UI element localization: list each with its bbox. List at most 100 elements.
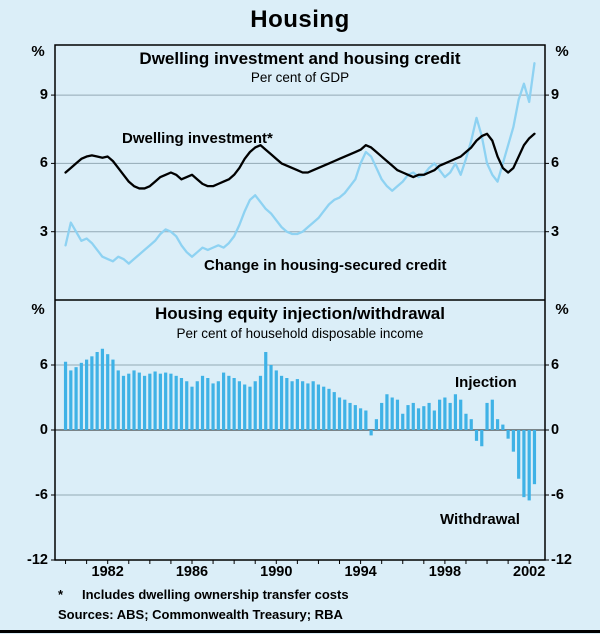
y-tick-label-right: 0 bbox=[551, 422, 560, 438]
chart-title: Housing bbox=[250, 6, 350, 33]
equity-bar bbox=[232, 378, 236, 430]
y-tick-label-left: 6 bbox=[39, 357, 48, 373]
equity-bar bbox=[95, 352, 99, 430]
y-tick-label-left: -12 bbox=[27, 552, 48, 568]
equity-bar bbox=[353, 405, 357, 430]
equity-bar bbox=[137, 372, 141, 430]
equity-bar bbox=[79, 362, 83, 430]
annotation-injection: Injection bbox=[455, 374, 517, 391]
equity-bar bbox=[116, 370, 120, 430]
equity-bar bbox=[358, 408, 363, 430]
equity-bar bbox=[527, 430, 531, 501]
equity-bar bbox=[227, 375, 231, 430]
equity-bar bbox=[448, 402, 452, 430]
equity-bar bbox=[369, 430, 373, 436]
equity-bar bbox=[69, 370, 73, 430]
equity-bar bbox=[274, 370, 278, 430]
equity-bar bbox=[290, 381, 294, 430]
equity-bar bbox=[237, 381, 242, 430]
equity-bar bbox=[443, 397, 447, 430]
equity-bar bbox=[179, 378, 184, 430]
x-tick-label: 1990 bbox=[260, 564, 293, 580]
equity-bar bbox=[432, 410, 436, 430]
equity-bar bbox=[100, 348, 105, 430]
equity-bar bbox=[106, 354, 110, 430]
equity-bar bbox=[142, 375, 147, 430]
equity-bar bbox=[469, 419, 473, 430]
y-tick-label-right: -12 bbox=[551, 552, 572, 568]
equity-bar bbox=[532, 430, 537, 485]
equity-bar bbox=[222, 372, 226, 430]
equity-bar bbox=[301, 381, 305, 430]
equity-bar bbox=[416, 408, 421, 430]
equity-bar bbox=[511, 430, 515, 452]
equity-bar bbox=[506, 430, 510, 439]
y-tick-label-left: 0 bbox=[39, 422, 48, 438]
figure-bottom-rule bbox=[0, 630, 600, 633]
equity-bar bbox=[211, 383, 215, 430]
footnote-marker: * bbox=[58, 587, 64, 602]
equity-bar bbox=[63, 361, 68, 430]
equity-bar bbox=[490, 399, 494, 430]
equity-bar bbox=[348, 402, 352, 430]
equity-bar bbox=[474, 430, 479, 441]
equity-bar bbox=[153, 371, 157, 430]
equity-bar bbox=[364, 410, 368, 430]
panel2-unit-left: % bbox=[31, 301, 45, 318]
credit-line bbox=[64, 62, 536, 265]
x-tick-label: 2002 bbox=[513, 564, 546, 580]
equity-bar bbox=[164, 372, 168, 430]
y-tick-label-right: 3 bbox=[551, 223, 560, 240]
footnote: * Includes dwelling ownership transfer co… bbox=[58, 587, 349, 602]
equity-bar bbox=[185, 381, 189, 430]
equity-bar bbox=[322, 386, 326, 430]
equity-bar bbox=[327, 388, 331, 430]
x-tick-label: 1986 bbox=[175, 564, 209, 580]
equity-bar bbox=[253, 381, 257, 430]
equity-bar bbox=[258, 375, 263, 430]
investment-line bbox=[64, 132, 536, 190]
x-tick-label: 1994 bbox=[344, 564, 377, 580]
equity-bar bbox=[121, 375, 126, 430]
equity-bar bbox=[485, 402, 489, 430]
equity-bar bbox=[174, 375, 178, 430]
sources-line: Sources: ABS; Commonwealth Treasury; RBA bbox=[58, 607, 343, 622]
annotation-withdrawal: Withdrawal bbox=[440, 511, 520, 528]
equity-bar bbox=[480, 430, 484, 447]
footnote-text: Includes dwelling ownership transfer cos… bbox=[82, 587, 349, 602]
panel2-title: Housing equity injection/withdrawal bbox=[155, 304, 445, 323]
equity-bar bbox=[295, 379, 299, 430]
equity-bar bbox=[411, 402, 415, 430]
equity-bar bbox=[395, 399, 400, 430]
equity-bar bbox=[453, 394, 458, 430]
equity-bar bbox=[374, 419, 378, 430]
equity-bar bbox=[148, 373, 152, 430]
equity-bar bbox=[74, 367, 78, 430]
equity-bar bbox=[127, 373, 131, 430]
equity-bar bbox=[195, 381, 199, 430]
panel2-unit-right: % bbox=[555, 301, 569, 318]
equity-bar bbox=[248, 386, 252, 430]
equity-bar bbox=[158, 373, 162, 430]
equity-bar bbox=[216, 381, 220, 430]
equity-bar bbox=[401, 413, 405, 430]
equity-bar bbox=[385, 394, 389, 430]
equity-bar bbox=[269, 365, 273, 430]
equity-bar bbox=[406, 405, 410, 430]
x-tick-label: 1998 bbox=[428, 564, 462, 580]
equity-bar bbox=[332, 392, 336, 430]
equity-bar bbox=[311, 381, 315, 430]
equity-bar bbox=[422, 406, 426, 430]
equity-bar bbox=[343, 399, 347, 430]
equity-bar bbox=[459, 399, 463, 430]
y-tick-label-left: -6 bbox=[35, 487, 48, 503]
equity-bar bbox=[169, 373, 173, 430]
x-tick-label: 1982 bbox=[91, 564, 124, 580]
panel2-subtitle: Per cent of household disposable income bbox=[176, 326, 424, 341]
y-tick-label-left: 9 bbox=[39, 87, 48, 104]
panel1-unit-right: % bbox=[555, 43, 569, 60]
equity-bar bbox=[200, 375, 205, 430]
equity-bar bbox=[501, 424, 505, 430]
equity-bar bbox=[337, 397, 342, 430]
